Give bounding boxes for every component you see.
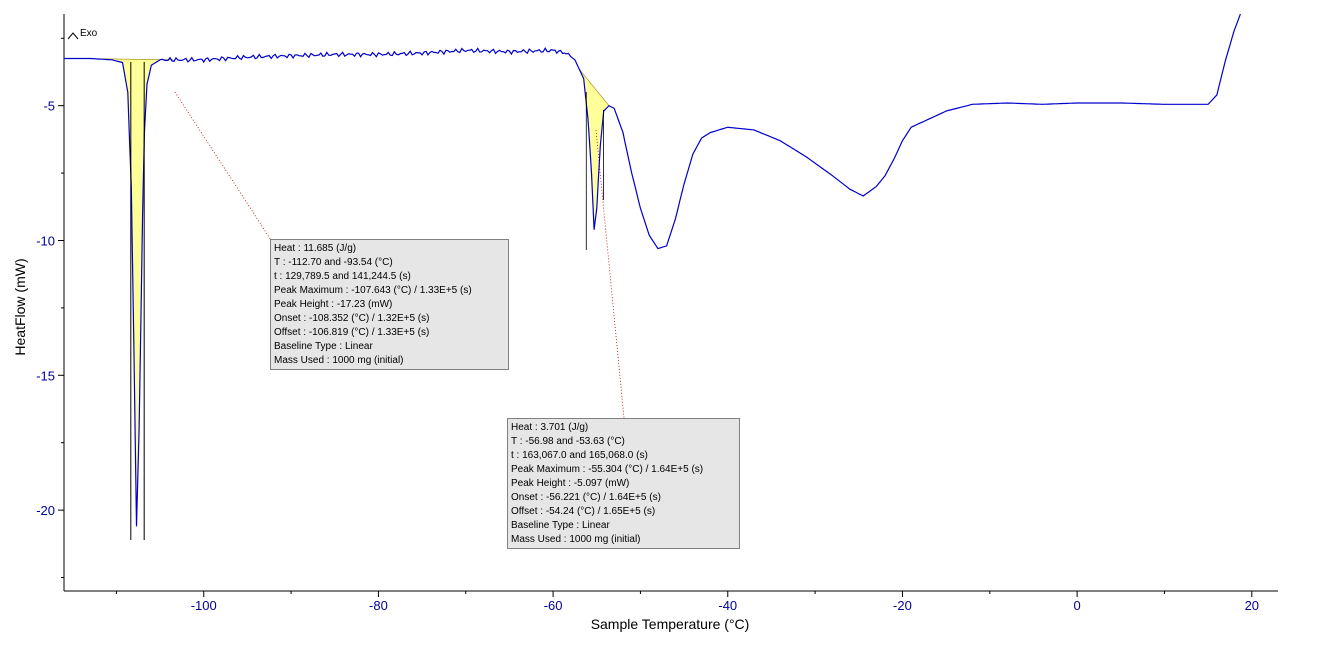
annotation-line: Offset : -54.24 (°C) / 1.65E+5 (s) <box>511 506 656 517</box>
annotation-line: Offset : -106.819 (°C) / 1.33E+5 (s) <box>274 327 430 338</box>
y-tick-label: -15 <box>36 368 55 383</box>
exo-label: Exo <box>80 28 98 39</box>
peak1-annotation-box[interactable]: Heat : 11.685 (J/g) T : -112.70 and -93.5… <box>270 239 509 370</box>
annotation-line: Mass Used : 1000 mg (initial) <box>511 534 641 545</box>
x-tick-label: -60 <box>544 598 563 613</box>
axes: -100 -80 -60 -40 -20 0 20 -5 -10 -15 -20 <box>36 14 1278 613</box>
annotation-line: Peak Maximum : -55.304 (°C) / 1.64E+5 (s… <box>511 464 704 475</box>
annotation-line: Onset : -56.221 (°C) / 1.64E+5 (s) <box>511 492 661 503</box>
heatflow-curve <box>64 13 1241 527</box>
annotation-line: Peak Height : -17.23 (mW) <box>274 299 393 310</box>
y-tick-label: -10 <box>36 233 55 248</box>
annotation-line: Heat : 11.685 (J/g) <box>274 243 357 254</box>
peak2-annotation-box[interactable]: Heat : 3.701 (J/g) T : -56.98 and -53.63 … <box>507 418 740 549</box>
exo-indicator: Exo <box>67 28 98 40</box>
annotation-line: Peak Maximum : -107.643 (°C) / 1.33E+5 (… <box>274 285 472 296</box>
annotation-line: t : 163,067.0 and 165,068.0 (s) <box>511 450 648 461</box>
x-tick-label: 20 <box>1245 598 1259 613</box>
x-axis-title: Sample Temperature (°C) <box>591 616 750 632</box>
x-tick-label: -80 <box>369 598 388 613</box>
heatflow-curve-group <box>64 13 1241 527</box>
annotation-line: Baseline Type : Linear <box>511 520 610 531</box>
y-tick-label: -5 <box>43 99 55 114</box>
annotation-line: Onset : -108.352 (°C) / 1.32E+5 (s) <box>274 313 430 324</box>
y-axis-title: HeatFlow (mW) <box>12 258 28 355</box>
x-tick-label: -40 <box>718 598 737 613</box>
annotation-line: T : -56.98 and -53.63 (°C) <box>511 436 625 447</box>
annotation-line: T : -112.70 and -93.54 (°C) <box>274 257 393 268</box>
y-tick-label: -20 <box>36 503 55 518</box>
annotation-leaders <box>174 91 625 419</box>
annotation-line: Heat : 3.701 (J/g) <box>511 422 589 433</box>
exo-arrow-icon <box>67 32 79 40</box>
annotation-line: Mass Used : 1000 mg (initial) <box>274 355 404 366</box>
x-tick-label: -100 <box>191 598 217 613</box>
annotation-line: Peak Height : -5.097 (mW) <box>511 478 630 489</box>
x-tick-label: 0 <box>1074 598 1081 613</box>
peak2-leader-line <box>595 129 625 419</box>
peak2-area <box>579 69 610 230</box>
annotation-line: Baseline Type : Linear <box>274 341 373 352</box>
annotation-line: t : 129,789.5 and 141,244.5 (s) <box>274 271 411 282</box>
x-tick-label: -20 <box>893 598 912 613</box>
peak-markers <box>130 62 604 540</box>
peak1-leader-line <box>174 91 272 241</box>
